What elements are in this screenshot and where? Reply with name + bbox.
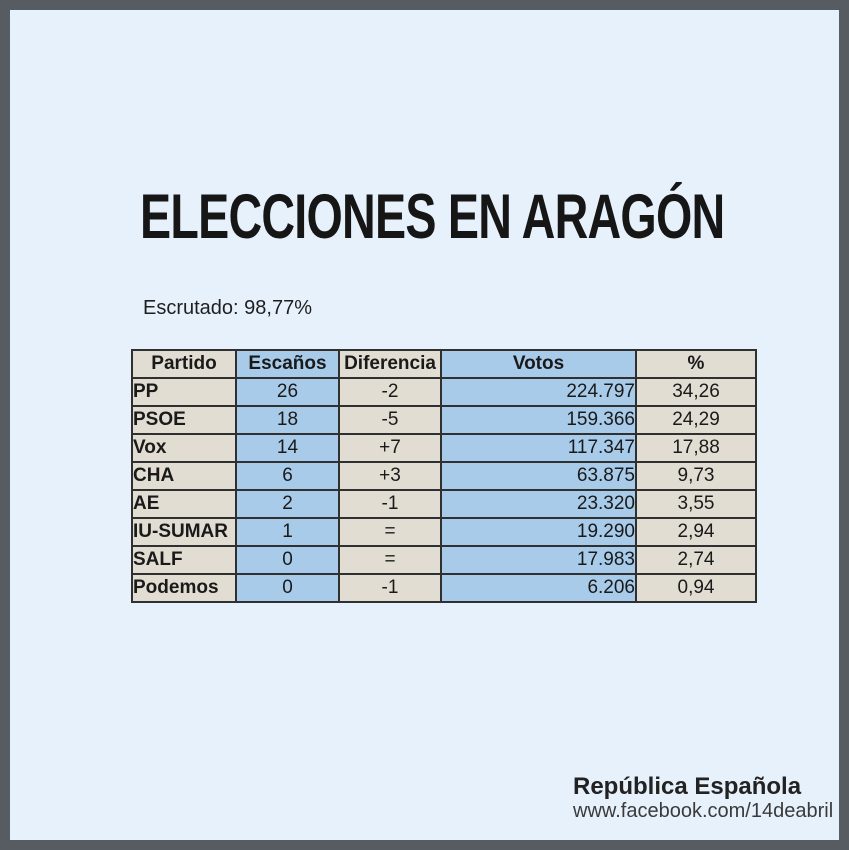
cell-partido: AE [131,489,237,519]
table-row: AE 2 -1 23.320 3,55 [131,489,757,519]
footer: República Española www.facebook.com/14de… [573,773,833,823]
cell-partido: Vox [131,433,237,463]
cell-pct: 0,94 [635,573,757,603]
cell-partido: PP [131,377,237,407]
cell-diferencia: -1 [338,573,442,603]
table-row: CHA 6 +3 63.875 9,73 [131,461,757,491]
cell-diferencia: +3 [338,461,442,491]
cell-pct: 34,26 [635,377,757,407]
cell-diferencia: -5 [338,405,442,435]
cell-escanos: 18 [235,405,340,435]
table-row: SALF 0 = 17.983 2,74 [131,545,757,575]
cell-escanos: 2 [235,489,340,519]
cell-escanos: 26 [235,377,340,407]
escrutado-label: Escrutado: 98,77% [143,297,312,319]
cell-diferencia: = [338,517,442,547]
table-row: PSOE 18 -5 159.366 24,29 [131,405,757,435]
cell-partido: IU-SUMAR [131,517,237,547]
cell-votos: 63.875 [440,461,637,491]
cell-pct: 9,73 [635,461,757,491]
table-row: Podemos 0 -1 6.206 0,94 [131,573,757,603]
cell-pct: 3,55 [635,489,757,519]
table-header-row: Partido Escaños Diferencia Votos % [131,349,757,379]
cell-votos: 159.366 [440,405,637,435]
cell-pct: 2,94 [635,517,757,547]
cell-diferencia: = [338,545,442,575]
cell-votos: 224.797 [440,377,637,407]
cell-escanos: 1 [235,517,340,547]
cell-votos: 17.983 [440,545,637,575]
cell-partido: PSOE [131,405,237,435]
cell-pct: 17,88 [635,433,757,463]
page-title: ELECCIONES EN ARAGÓN [140,182,725,252]
cell-pct: 24,29 [635,405,757,435]
column-header-escanos: Escaños [235,349,340,379]
cell-escanos: 14 [235,433,340,463]
table-row: PP 26 -2 224.797 34,26 [131,377,757,407]
cell-partido: SALF [131,545,237,575]
cell-votos: 6.206 [440,573,637,603]
table-row: Vox 14 +7 117.347 17,88 [131,433,757,463]
column-header-diferencia: Diferencia [338,349,442,379]
column-header-votos: Votos [440,349,637,379]
cell-votos: 23.320 [440,489,637,519]
cell-diferencia: +7 [338,433,442,463]
cell-votos: 117.347 [440,433,637,463]
footer-facebook-url: www.facebook.com/14deabril [573,800,834,822]
cell-partido: Podemos [131,573,237,603]
column-header-partido: Partido [131,349,237,379]
cell-votos: 19.290 [440,517,637,547]
table-row: IU-SUMAR 1 = 19.290 2,94 [131,517,757,547]
cell-pct: 2,74 [635,545,757,575]
cell-partido: CHA [131,461,237,491]
results-table: Partido Escaños Diferencia Votos % PP 26… [131,349,757,603]
cell-diferencia: -1 [338,489,442,519]
cell-escanos: 0 [235,545,340,575]
column-header-pct: % [635,349,757,379]
footer-brand: República Española [573,773,802,800]
cell-escanos: 0 [235,573,340,603]
cell-diferencia: -2 [338,377,442,407]
cell-escanos: 6 [235,461,340,491]
